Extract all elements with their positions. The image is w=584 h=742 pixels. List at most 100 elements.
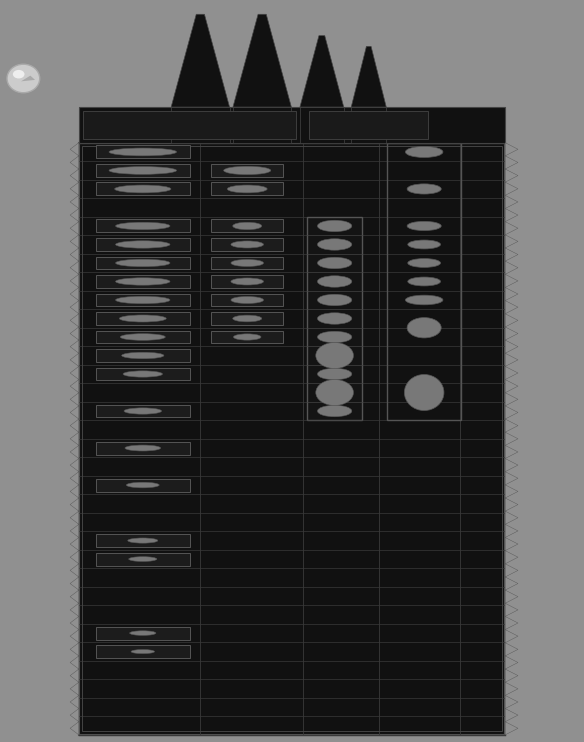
Bar (96, 645, 190, 658)
Ellipse shape (318, 313, 352, 324)
Polygon shape (505, 472, 518, 485)
Polygon shape (505, 287, 518, 301)
Polygon shape (505, 695, 518, 709)
Ellipse shape (408, 277, 440, 286)
Polygon shape (70, 498, 79, 511)
Polygon shape (505, 275, 518, 287)
Ellipse shape (116, 223, 170, 230)
Polygon shape (70, 156, 79, 169)
Polygon shape (70, 314, 79, 327)
Bar (211, 275, 283, 288)
Polygon shape (70, 445, 79, 459)
Polygon shape (70, 406, 79, 419)
Ellipse shape (405, 146, 443, 157)
Polygon shape (233, 14, 291, 107)
Bar (96, 164, 190, 177)
Bar (82, 146, 502, 732)
Polygon shape (70, 234, 79, 248)
Bar (96, 275, 190, 288)
Polygon shape (505, 590, 518, 603)
Bar (83, 111, 296, 139)
Polygon shape (505, 183, 518, 195)
Bar (96, 257, 190, 269)
Polygon shape (70, 630, 79, 643)
Ellipse shape (109, 148, 176, 156)
Polygon shape (70, 287, 79, 301)
Polygon shape (505, 195, 518, 209)
Polygon shape (70, 472, 79, 485)
Polygon shape (70, 183, 79, 195)
Ellipse shape (128, 538, 158, 543)
Ellipse shape (233, 315, 262, 322)
Bar (96, 404, 190, 418)
Ellipse shape (407, 184, 442, 194)
Polygon shape (505, 314, 518, 327)
Bar (211, 238, 283, 251)
Bar (309, 111, 429, 139)
Polygon shape (505, 340, 518, 353)
Ellipse shape (125, 445, 161, 451)
Bar (300, 107, 344, 142)
Bar (211, 294, 283, 306)
Bar (211, 257, 283, 269)
Polygon shape (70, 603, 79, 617)
Polygon shape (70, 617, 79, 630)
Ellipse shape (318, 220, 352, 232)
Ellipse shape (231, 278, 263, 285)
Ellipse shape (404, 375, 444, 410)
Ellipse shape (407, 318, 442, 338)
Polygon shape (505, 380, 518, 393)
Ellipse shape (233, 223, 262, 230)
Polygon shape (505, 432, 518, 445)
Polygon shape (70, 682, 79, 695)
Polygon shape (505, 367, 518, 380)
Polygon shape (70, 709, 79, 722)
Polygon shape (70, 301, 79, 314)
Bar (96, 626, 190, 640)
Polygon shape (505, 261, 518, 275)
Ellipse shape (231, 297, 263, 303)
Polygon shape (505, 248, 518, 261)
Polygon shape (505, 511, 518, 525)
Polygon shape (70, 209, 79, 222)
Bar (96, 330, 190, 344)
Polygon shape (505, 222, 518, 234)
Polygon shape (70, 669, 79, 682)
Bar (233, 107, 291, 142)
Polygon shape (505, 551, 518, 564)
Polygon shape (505, 301, 518, 314)
Polygon shape (70, 169, 79, 183)
Bar (387, 142, 461, 420)
Ellipse shape (109, 166, 176, 174)
Polygon shape (505, 669, 518, 682)
Polygon shape (505, 656, 518, 669)
Bar (96, 349, 190, 362)
Ellipse shape (128, 556, 157, 562)
Polygon shape (505, 630, 518, 643)
Ellipse shape (116, 259, 170, 266)
Bar (96, 441, 190, 455)
Polygon shape (70, 261, 79, 275)
Polygon shape (505, 459, 518, 472)
Polygon shape (505, 353, 518, 367)
Ellipse shape (124, 408, 162, 414)
Polygon shape (70, 248, 79, 261)
Ellipse shape (123, 371, 162, 377)
Ellipse shape (131, 649, 155, 654)
Ellipse shape (114, 185, 171, 193)
Polygon shape (505, 327, 518, 340)
Polygon shape (70, 590, 79, 603)
Ellipse shape (116, 278, 170, 285)
Ellipse shape (318, 405, 352, 417)
Polygon shape (171, 14, 230, 107)
Bar (307, 217, 362, 420)
Ellipse shape (116, 240, 170, 248)
Polygon shape (505, 485, 518, 498)
Polygon shape (505, 709, 518, 722)
Bar (171, 107, 230, 142)
Polygon shape (505, 603, 518, 617)
Polygon shape (70, 459, 79, 472)
Ellipse shape (224, 166, 271, 174)
Ellipse shape (408, 240, 440, 249)
Polygon shape (505, 419, 518, 432)
